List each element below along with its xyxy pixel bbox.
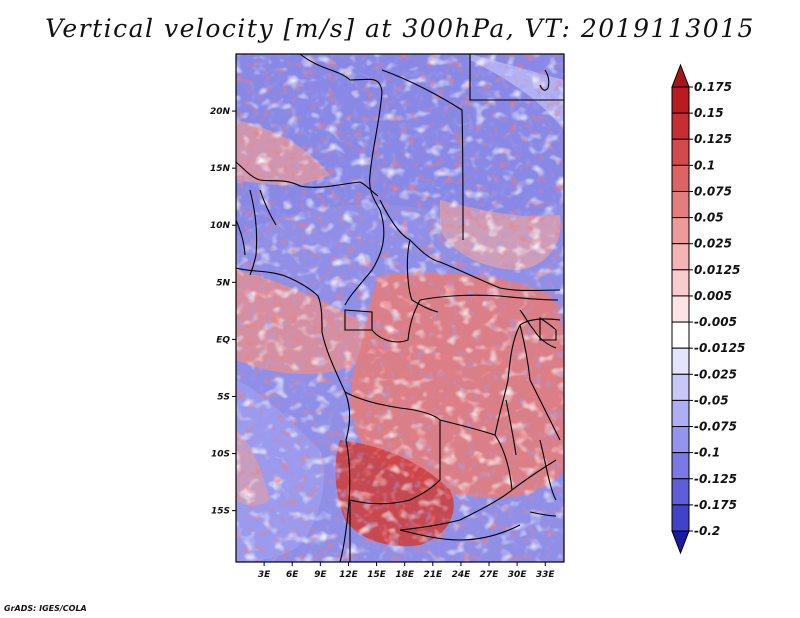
colorbar-label: -0.025	[694, 367, 737, 381]
colorbar-segment	[671, 243, 690, 271]
colorbar-label: 0.175	[694, 80, 732, 94]
colorbar-label: -0.005	[694, 315, 737, 329]
colorbar: 0.175 0.15 0.125 0.1 0.075 0.05 0.025 0.0125 0.0…	[671, 63, 745, 555]
lon-tick-label: 12E	[339, 570, 359, 580]
lat-tick-label: 10N	[210, 221, 231, 231]
colorbar-label: -0.125	[694, 472, 737, 486]
country-borders	[236, 54, 564, 562]
map-frame	[235, 53, 565, 563]
grads-credit: GrADS: IGES/COLA	[4, 604, 87, 613]
colorbar-segment	[671, 138, 690, 166]
colorbar-label: 0.1	[694, 158, 715, 172]
latitude-axis: 20N 15N 10N 5N EQ 5S 10S 15S	[210, 107, 236, 517]
lon-tick-label: 9E	[314, 570, 327, 580]
colorbar-segment	[671, 217, 690, 245]
colorbar-label: -0.2	[694, 524, 720, 538]
lon-tick-label: 24E	[452, 570, 472, 580]
colorbar-label: 0.125	[694, 132, 732, 146]
lat-tick-label: EQ	[216, 335, 230, 345]
colorbar-segment	[671, 164, 690, 192]
colorbar-segment	[671, 426, 690, 454]
lon-tick-label: 30E	[508, 570, 528, 580]
colorbar-segment	[671, 269, 690, 297]
colorbar-label: -0.175	[694, 498, 737, 512]
lat-tick-label: 15S	[211, 507, 230, 517]
colorbar-label: -0.05	[694, 393, 729, 407]
lon-tick-label: 33E	[536, 570, 556, 580]
chart-title: Vertical velocity [m/s] at 300hPa, VT: 2…	[45, 14, 755, 43]
colorbar-segment	[671, 399, 690, 428]
colorbar-label: -0.1	[694, 446, 720, 460]
colorbar-segment	[671, 190, 690, 219]
colorbar-segment	[671, 452, 690, 480]
lon-tick-label: 3E	[258, 570, 271, 580]
colorbar-segment	[671, 112, 690, 140]
colorbar-segment	[671, 504, 690, 532]
colorbar-label: 0.0125	[694, 263, 740, 277]
lon-tick-label: 21E	[423, 570, 443, 580]
lon-tick-label: 6E	[286, 570, 299, 580]
colorbar-top-arrow	[671, 63, 690, 88]
colorbar-label: -0.075	[694, 420, 737, 434]
lon-tick-label: 27E	[480, 570, 500, 580]
lat-tick-label: 15N	[210, 164, 231, 174]
colorbar-segment	[671, 295, 690, 323]
colorbar-label: -0.0125	[694, 341, 745, 355]
colorbar-segment	[671, 373, 690, 401]
colorbar-bottom-arrow	[671, 530, 690, 555]
longitude-axis: 3E 6E 9E 12E 15E 18E 21E 24E 27E 30E 33E	[258, 562, 556, 580]
lat-tick-label: 10S	[211, 450, 230, 460]
colorbar-segment	[671, 86, 690, 114]
lon-tick-label: 18E	[395, 570, 415, 580]
lat-tick-label: 20N	[210, 107, 231, 117]
lon-tick-label: 15E	[367, 570, 387, 580]
lat-tick-label: 5N	[216, 278, 230, 288]
colorbar-segment	[671, 478, 690, 506]
colorbar-label: 0.025	[694, 237, 732, 251]
colorbar-label: 0.05	[694, 211, 724, 225]
colorbar-label: 0.15	[694, 106, 724, 120]
colorbar-label: 0.005	[694, 289, 732, 303]
lat-tick-label: 5S	[217, 392, 230, 402]
colorbar-segment	[671, 321, 690, 349]
colorbar-label: 0.075	[694, 184, 732, 198]
velocity-field	[236, 54, 564, 562]
colorbar-segment	[671, 347, 690, 375]
